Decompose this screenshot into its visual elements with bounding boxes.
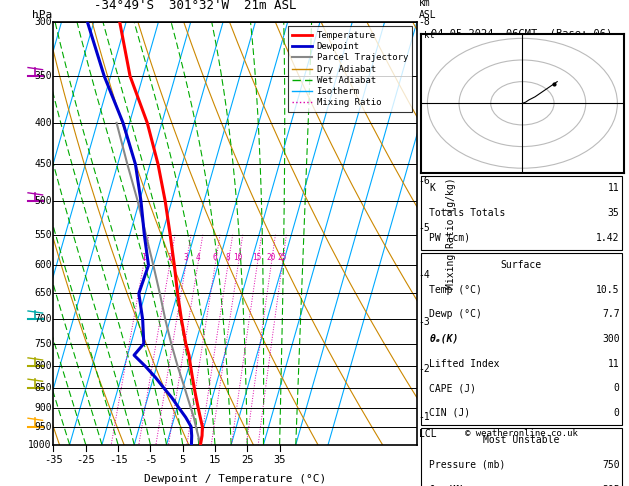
Text: CIN (J): CIN (J) [430, 408, 470, 417]
Text: -8: -8 [419, 17, 430, 27]
Text: 11: 11 [608, 183, 620, 193]
Text: -6: -6 [419, 176, 430, 186]
Text: 7.7: 7.7 [602, 310, 620, 319]
Text: -3: -3 [419, 317, 430, 327]
Text: 3: 3 [184, 253, 188, 262]
Text: 300: 300 [602, 334, 620, 344]
Text: 750: 750 [602, 460, 620, 470]
Text: -2: -2 [419, 364, 430, 374]
Text: 8: 8 [226, 253, 230, 262]
Text: 15: 15 [252, 253, 262, 262]
Text: θₑ(K): θₑ(K) [430, 334, 459, 344]
Text: PW (cm): PW (cm) [430, 232, 470, 243]
Text: Lifted Index: Lifted Index [430, 359, 500, 368]
Text: 1: 1 [141, 253, 146, 262]
Text: 500: 500 [34, 196, 52, 206]
Text: 550: 550 [34, 230, 52, 240]
Text: 04.05.2024  06GMT  (Base: 06): 04.05.2024 06GMT (Base: 06) [431, 28, 612, 38]
Text: Surface: Surface [501, 260, 542, 270]
Text: 1000: 1000 [28, 440, 52, 450]
Text: 0: 0 [614, 383, 620, 393]
Text: 10: 10 [233, 253, 243, 262]
Bar [421, 253, 621, 425]
Text: Dewpoint / Temperature (°C): Dewpoint / Temperature (°C) [144, 474, 326, 484]
Text: 35: 35 [608, 208, 620, 218]
Text: 600: 600 [34, 260, 52, 270]
Text: -5: -5 [419, 223, 430, 233]
Text: 15: 15 [209, 455, 221, 465]
Text: 25: 25 [241, 455, 253, 465]
Text: 5: 5 [179, 455, 186, 465]
Text: -15: -15 [109, 455, 128, 465]
Text: Pressure (mb): Pressure (mb) [430, 460, 506, 470]
Text: 11: 11 [608, 359, 620, 368]
Text: 35: 35 [274, 455, 286, 465]
Text: 300: 300 [34, 17, 52, 27]
Text: CAPE (J): CAPE (J) [430, 383, 477, 393]
Text: 700: 700 [34, 314, 52, 325]
Text: km
ASL: km ASL [419, 0, 437, 20]
Text: Totals Totals: Totals Totals [430, 208, 506, 218]
Text: 850: 850 [34, 382, 52, 393]
Text: Mixing Ratio (g/kg): Mixing Ratio (g/kg) [446, 177, 456, 289]
Text: -35: -35 [44, 455, 63, 465]
Text: Most Unstable: Most Unstable [483, 435, 560, 446]
Text: 4: 4 [196, 253, 200, 262]
Text: Dewp (°C): Dewp (°C) [430, 310, 482, 319]
Text: 400: 400 [34, 118, 52, 128]
Text: 0: 0 [614, 408, 620, 417]
Text: K: K [430, 183, 435, 193]
Text: hPa: hPa [31, 10, 52, 20]
Text: LCL: LCL [419, 429, 437, 439]
Text: 10.5: 10.5 [596, 285, 620, 295]
Text: 305: 305 [602, 485, 620, 486]
Text: θₑ (K): θₑ (K) [430, 485, 465, 486]
Text: 2: 2 [167, 253, 172, 262]
Text: 800: 800 [34, 361, 52, 371]
Legend: Temperature, Dewpoint, Parcel Trajectory, Dry Adiabat, Wet Adiabat, Isotherm, Mi: Temperature, Dewpoint, Parcel Trajectory… [287, 26, 413, 112]
Text: -5: -5 [144, 455, 157, 465]
Text: 6: 6 [213, 253, 218, 262]
Text: -25: -25 [76, 455, 95, 465]
Text: 900: 900 [34, 403, 52, 413]
Text: -34°49'S  301°32'W  21m ASL: -34°49'S 301°32'W 21m ASL [94, 0, 296, 12]
Text: 350: 350 [34, 71, 52, 81]
Text: -4: -4 [419, 270, 430, 280]
Text: 1.42: 1.42 [596, 232, 620, 243]
Text: 650: 650 [34, 288, 52, 298]
Text: Temp (°C): Temp (°C) [430, 285, 482, 295]
Text: -7: -7 [419, 127, 430, 138]
Text: 950: 950 [34, 422, 52, 432]
Bar [421, 428, 621, 486]
Text: kt: kt [424, 32, 435, 40]
Text: 25: 25 [277, 253, 287, 262]
Text: 450: 450 [34, 159, 52, 169]
Text: 20: 20 [267, 253, 276, 262]
Text: © weatheronline.co.uk: © weatheronline.co.uk [465, 429, 578, 438]
Bar [421, 176, 621, 250]
Text: 750: 750 [34, 339, 52, 348]
Text: -1: -1 [419, 412, 430, 422]
